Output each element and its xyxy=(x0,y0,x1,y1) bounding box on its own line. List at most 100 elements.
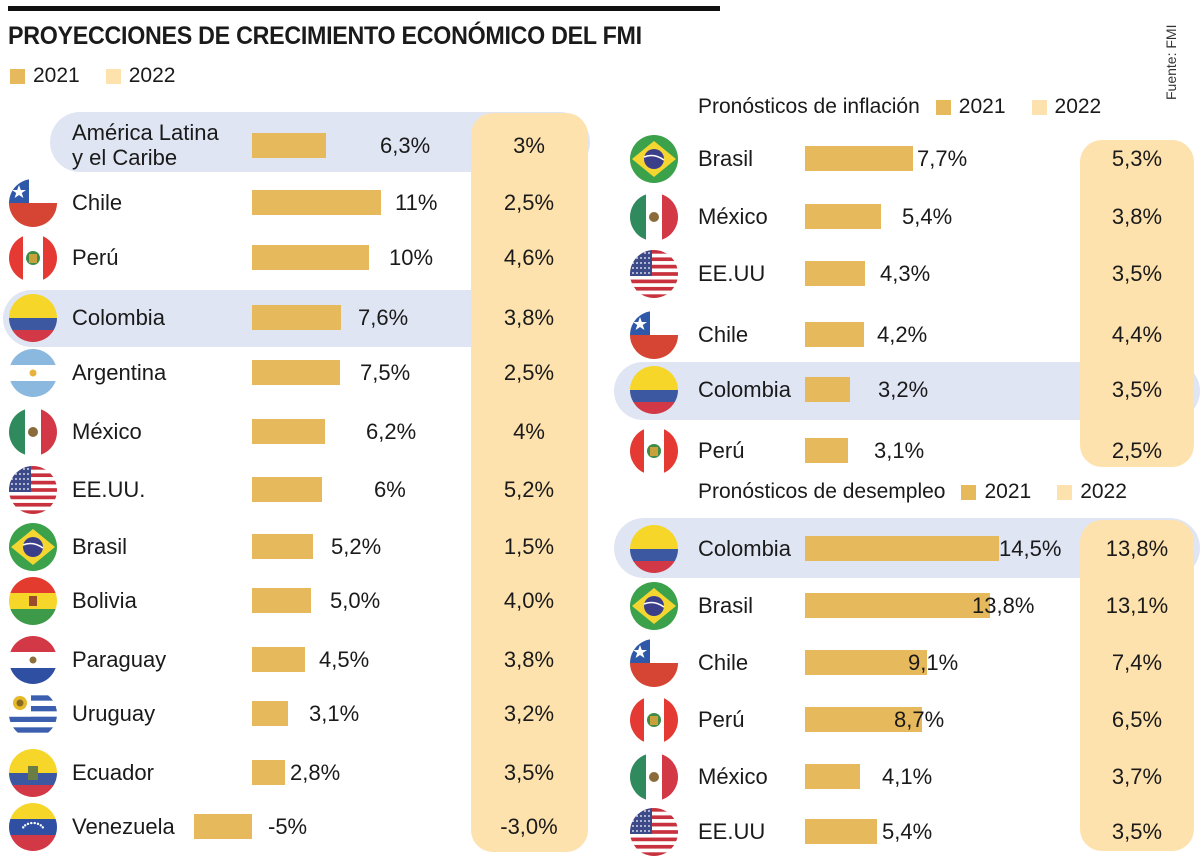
label-line-2: y el Caribe xyxy=(72,145,178,170)
legend-label-2021: 2021 xyxy=(33,64,80,87)
flag-uruguay-icon xyxy=(9,690,57,738)
unemployment-value-2021: 14,5% xyxy=(999,536,1062,561)
growth-country-label: Chile xyxy=(72,190,123,215)
unemployment-value-2022: 13,1% xyxy=(1105,593,1169,618)
growth-bar-2021 xyxy=(252,534,313,559)
main-legend: 2021 2022 xyxy=(10,64,201,88)
flag-usa-icon xyxy=(630,808,678,856)
inflation-value-2021: 4,2% xyxy=(877,322,928,347)
inflation-value-2022: 2,5% xyxy=(1111,438,1163,463)
inflation-value-2021: 3,1% xyxy=(874,438,925,463)
legend-swatch-2021 xyxy=(935,99,951,115)
unemployment-value-2022: 6,5% xyxy=(1111,707,1163,732)
growth-country-label: Paraguay xyxy=(72,647,167,672)
flag-bolivia-icon xyxy=(9,577,57,625)
growth-value-2021: -5% xyxy=(268,814,308,839)
growth-bar-2021 xyxy=(252,477,323,502)
unemployment-country-label: Chile xyxy=(698,650,749,675)
legend-swatch-2022 xyxy=(1031,99,1047,115)
growth-value-2022: -3,0% xyxy=(500,814,558,839)
growth-country-label: Perú xyxy=(72,245,119,270)
growth-value-2021: 11% xyxy=(395,190,438,215)
legend-swatch-2022 xyxy=(1057,484,1073,500)
unemployment-value-2021: 5,4% xyxy=(882,819,933,844)
inflation-header: Pronósticos de inflación 2021 2022 xyxy=(698,95,1127,119)
inflation-bar-2021 xyxy=(805,322,864,347)
growth-value-2022: 3,8% xyxy=(503,305,555,330)
growth-country-label: Ecuador xyxy=(72,760,154,785)
growth-value-2022: 2,5% xyxy=(503,190,555,215)
inflation-value-2021: 7,7% xyxy=(917,146,968,171)
legend-label-2021: 2021 xyxy=(958,95,1006,118)
growth-country-label: Brasil xyxy=(72,534,128,559)
growth-bar-2021 xyxy=(252,701,289,726)
unemployment-country-label: México xyxy=(698,764,768,789)
growth-bar-2021 xyxy=(252,305,341,330)
unemployment-country-label: Perú xyxy=(698,707,745,732)
unemployment-country-label: EE.UU xyxy=(698,819,766,844)
growth-bar-2021 xyxy=(252,419,325,444)
flag-peru-icon xyxy=(9,234,57,282)
growth-bar-2021 xyxy=(252,760,285,785)
inflation-title: Pronósticos de inflación xyxy=(698,95,920,118)
growth-value-2021: 5,2% xyxy=(331,534,382,559)
flag-peru-icon xyxy=(630,427,678,475)
flag-chile-icon xyxy=(630,639,678,687)
legend-swatch-2021 xyxy=(10,68,25,84)
inflation-country-label: Colombia xyxy=(698,377,791,402)
unemployment-value-2022: 3,7% xyxy=(1111,764,1163,789)
inflation-value-2021: 5,4% xyxy=(902,204,953,229)
growth-value-2021: 3,1% xyxy=(309,701,360,726)
unemployment-country-label: Brasil xyxy=(698,593,754,618)
inflation-value-2022: 3,5% xyxy=(1111,377,1163,402)
growth-bar-2021 xyxy=(252,133,326,158)
unemployment-country-label: Colombia xyxy=(698,536,791,561)
growth-value-2022: 3,2% xyxy=(503,701,555,726)
flag-colombia-icon xyxy=(630,525,678,573)
flag-brazil-icon xyxy=(9,523,57,571)
growth-value-2022: 4,0% xyxy=(503,588,555,613)
inflation-bar-2021 xyxy=(805,377,850,402)
growth-country-label: México xyxy=(72,419,142,444)
growth-bar-2021 xyxy=(193,814,252,839)
growth-value-2022: 3,5% xyxy=(503,760,555,785)
inflation-value-2022: 3,8% xyxy=(1111,204,1163,229)
flag-mexico-icon xyxy=(630,753,678,801)
growth-value-2022: 3% xyxy=(513,133,545,158)
unemployment-bar-2021 xyxy=(805,593,990,618)
inflation-bar-2021 xyxy=(805,261,866,286)
inflation-value-2021: 3,2% xyxy=(878,377,929,402)
growth-value-2022: 4,6% xyxy=(503,245,555,270)
growth-bar-2021 xyxy=(252,190,381,215)
growth-bar-2021 xyxy=(252,647,305,672)
inflation-country-label: EE.UU xyxy=(698,261,766,286)
growth-value-2021: 6,2% xyxy=(366,419,417,444)
unemployment-bar-2021 xyxy=(805,819,878,844)
growth-value-2021: 7,5% xyxy=(360,360,411,385)
inflation-bar-2021 xyxy=(805,204,881,229)
growth-country-label: Uruguay xyxy=(72,701,156,726)
unemployment-header: Pronósticos de desempleo 2021 2022 xyxy=(698,480,1153,504)
growth-value-2021: 5,0% xyxy=(330,588,381,613)
growth-bar-2021 xyxy=(252,588,311,613)
flag-peru-icon xyxy=(630,696,678,744)
flag-usa-icon xyxy=(9,466,57,514)
chart-title: PROYECCIONES DE CRECIMIENTO ECONÓMICO DE… xyxy=(8,22,642,50)
growth-country-label: Venezuela xyxy=(72,814,175,839)
unemployment-value-2021: 8,7% xyxy=(894,707,945,732)
flag-venezuela-icon xyxy=(9,803,57,851)
unemployment-bar-2021 xyxy=(805,764,860,789)
unemployment-value-2022: 13,8% xyxy=(1105,536,1169,561)
legend-swatch-2022 xyxy=(105,68,121,84)
unemployment-2022-column xyxy=(1080,520,1194,851)
inflation-bar-2021 xyxy=(805,438,849,463)
growth-value-2021: 10% xyxy=(389,245,434,270)
flag-brazil-icon xyxy=(630,135,678,183)
unemployment-value-2022: 3,5% xyxy=(1111,819,1163,844)
flag-paraguay-icon xyxy=(9,636,57,684)
unemployment-value-2021: 9,1% xyxy=(908,650,959,675)
flag-mexico-icon xyxy=(630,193,678,241)
unemployment-value-2021: 4,1% xyxy=(882,764,933,789)
growth-value-2021: 2,8% xyxy=(290,760,341,785)
inflation-value-2021: 4,3% xyxy=(880,261,931,286)
